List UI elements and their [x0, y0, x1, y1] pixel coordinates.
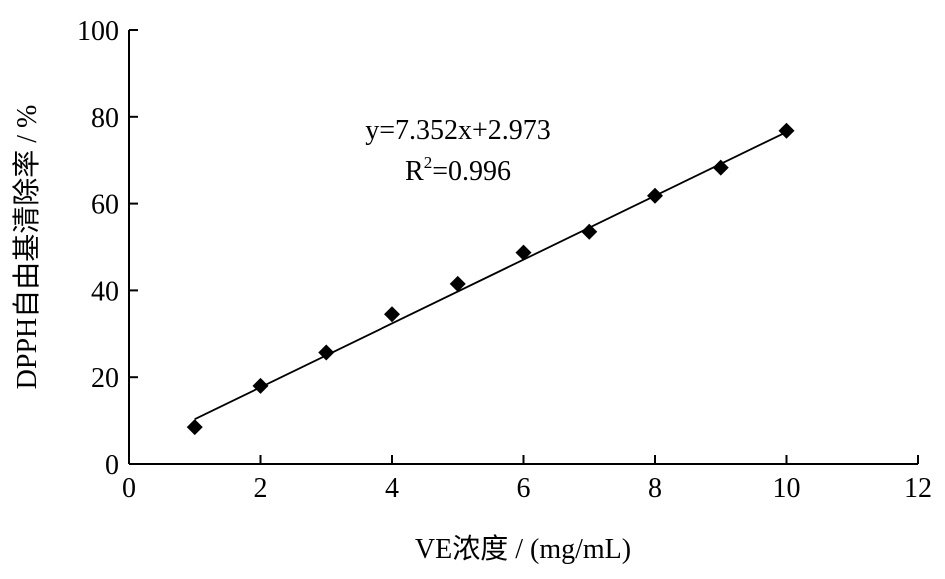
x-axis-title: VE浓度 / (mg/mL): [415, 533, 631, 565]
y-tick-label: 0: [105, 450, 119, 481]
r-squared-superscript: 2: [424, 153, 433, 172]
data-point: [581, 223, 598, 240]
data-point: [712, 159, 729, 176]
y-tick-label: 100: [77, 16, 119, 47]
x-tick-label: 10: [773, 473, 801, 504]
data-point: [449, 275, 466, 292]
data-point: [778, 122, 795, 139]
data-point: [647, 187, 663, 204]
x-tick-label: 8: [648, 473, 662, 504]
x-tick-label: 0: [122, 473, 136, 504]
trendline-layer: [194, 131, 787, 420]
data-point: [515, 244, 532, 261]
trendline: [194, 131, 787, 420]
data-point: [384, 306, 400, 323]
ticks: 0 2 4 6 8 10 12 0 20 40 60 80 100: [77, 16, 932, 504]
y-tick-label: 40: [91, 276, 119, 307]
data-point: [186, 419, 203, 436]
x-tick-label: 6: [517, 473, 531, 504]
data-point: [252, 377, 269, 394]
data-point: [318, 344, 335, 361]
y-tick-label: 20: [91, 363, 119, 394]
r-squared-prefix: R: [405, 156, 424, 187]
x-tick-label: 2: [254, 473, 268, 504]
y-axis-title: DPPH自由基清除率 / %: [11, 105, 43, 390]
regression-equation: y=7.352x+2.973: [365, 115, 551, 146]
y-tick-label: 60: [91, 190, 119, 221]
y-tick-label: 80: [91, 103, 119, 134]
r-squared-value: =0.996: [432, 156, 511, 187]
data-points: [186, 122, 795, 436]
x-tick-label: 12: [904, 473, 932, 504]
r-squared-label: R2=0.996: [405, 153, 511, 187]
x-tick-label: 4: [385, 473, 399, 504]
